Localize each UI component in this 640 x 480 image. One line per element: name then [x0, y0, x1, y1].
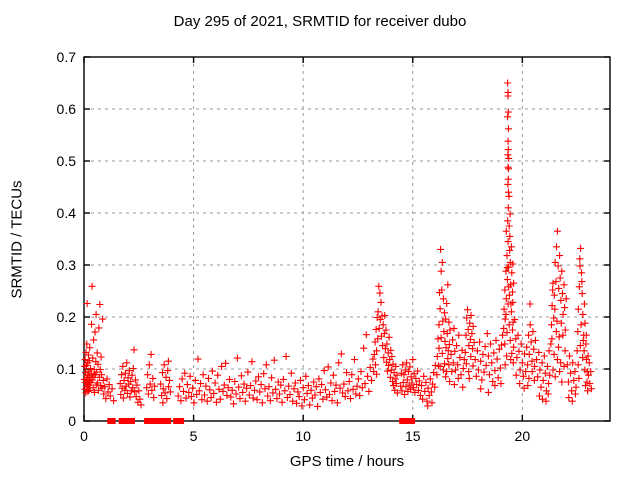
x-axis-label: GPS time / hours [289, 453, 405, 470]
y-tick-label: 0.4 [56, 205, 76, 221]
y-tick-label: 0.7 [56, 49, 76, 65]
x-tick-label: 20 [514, 428, 531, 444]
y-axis-label: SRMTID / TECUs [8, 180, 26, 299]
scatter-points [80, 79, 595, 410]
chart-title: Day 295 of 2021, SRMTID for receiver dub… [173, 13, 467, 30]
y-tick-label: 0.6 [56, 101, 76, 117]
x-tick-label: 15 [404, 428, 421, 444]
flag-points [107, 418, 416, 424]
x-tick-label: 5 [189, 428, 198, 444]
y-tick-label: 0.3 [56, 257, 76, 273]
x-tick-label: 10 [295, 428, 311, 444]
y-tick-label: 0.1 [56, 361, 76, 377]
y-tick-label: 0 [68, 413, 76, 429]
x-tick-label: 0 [80, 428, 88, 444]
y-tick-label: 0.2 [56, 309, 76, 325]
y-tick-label: 0.5 [56, 153, 76, 169]
